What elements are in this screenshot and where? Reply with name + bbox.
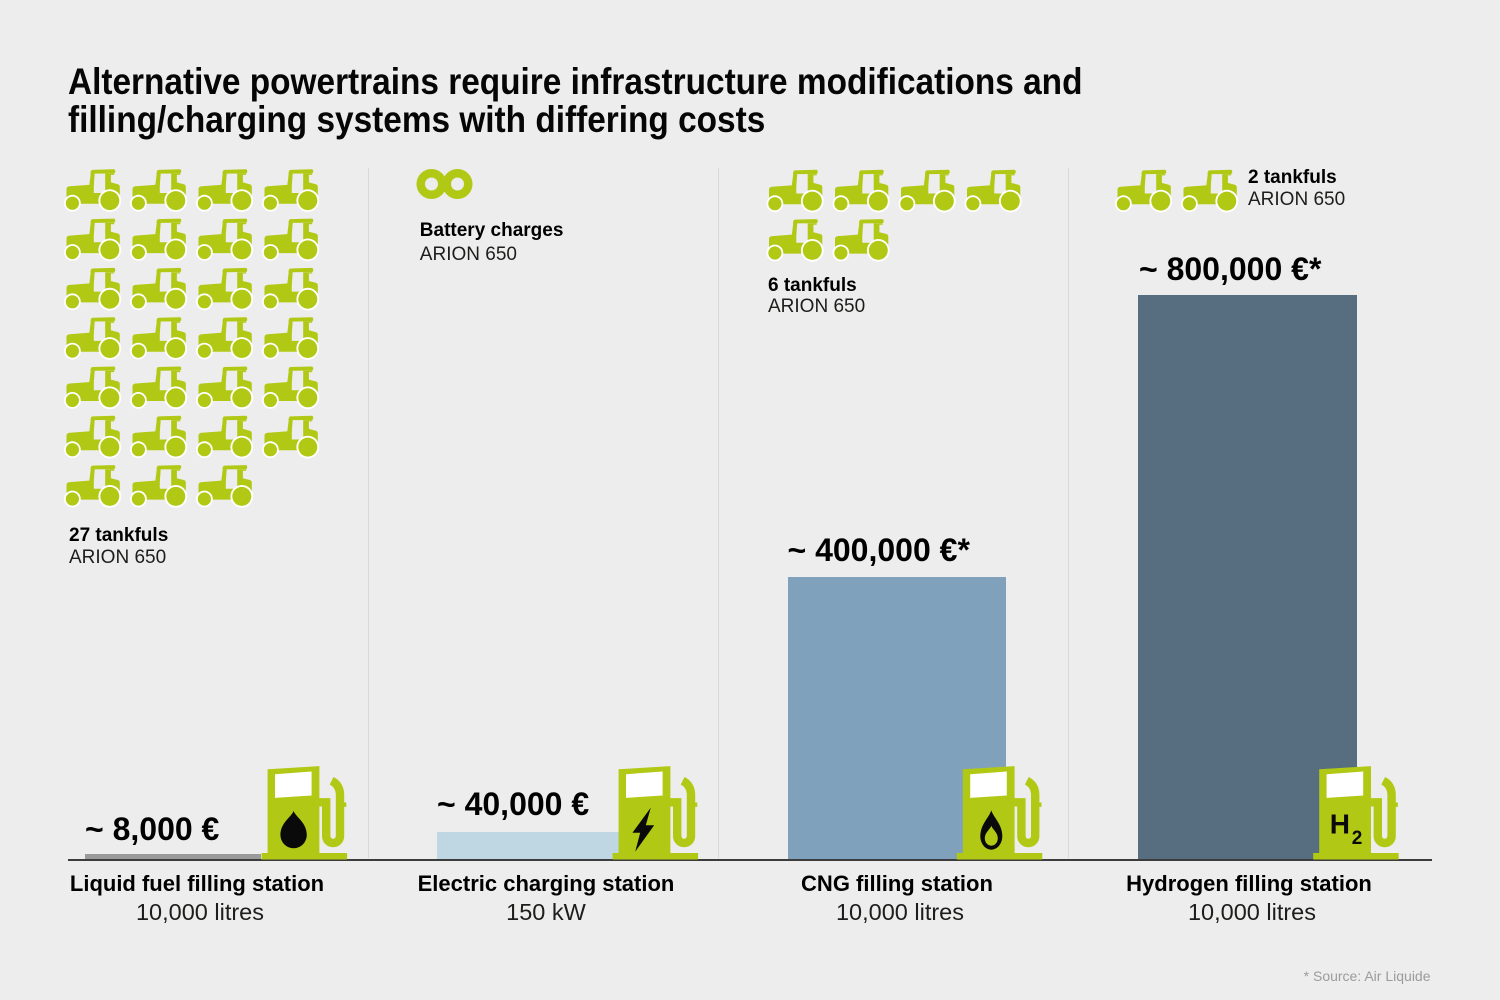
svg-text:2: 2 bbox=[1352, 828, 1363, 849]
svg-text:H: H bbox=[1330, 809, 1350, 840]
